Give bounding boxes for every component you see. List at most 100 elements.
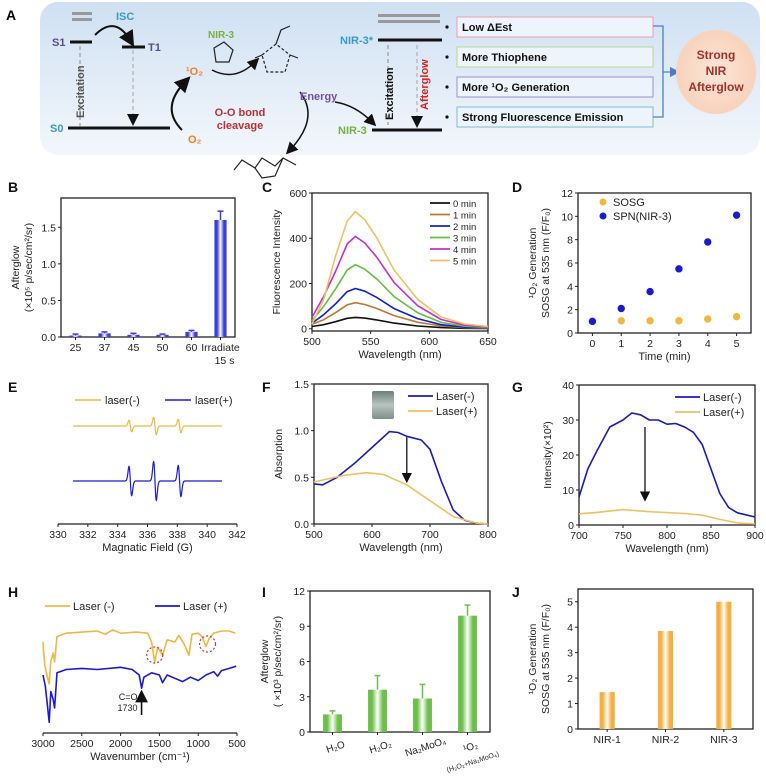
series-line: [311, 287, 489, 329]
oxygen-label: O₂: [188, 134, 202, 146]
y-axis-title: ¹O₂ Generation: [527, 624, 539, 695]
x-tick-label: 334: [109, 529, 127, 541]
legend-label: Laser(-): [703, 392, 742, 404]
y-tick-label: 0: [567, 328, 573, 340]
legend-label: Laser (-): [73, 601, 115, 613]
y-tick-label: 0.5: [41, 295, 56, 307]
y-tick-label: 1: [567, 699, 573, 711]
x-tick-label: NIR-2: [652, 734, 680, 746]
plot-frame: [578, 384, 756, 526]
data-point: [645, 316, 655, 326]
series-line: [313, 471, 489, 525]
y-tick-label: 0: [567, 724, 573, 736]
bullet: [445, 85, 449, 89]
bar: [599, 692, 615, 729]
x-tick-label: NIR-1: [593, 734, 621, 746]
x-tick-sublabel: 15 s: [215, 355, 235, 367]
y-tick-label: 10: [561, 211, 573, 223]
y-axis-title: Intensity(×10²): [542, 421, 554, 488]
excitation-label: Excitation: [75, 65, 87, 118]
series-line: [313, 430, 489, 525]
panel-label-b: B: [8, 179, 18, 195]
x-axis-title: Wavelength (nm): [358, 349, 441, 361]
panel-h: H 3000 2500 2000 1500 1000 500 Wavenumber (cm⁻¹…: [8, 584, 246, 763]
y-axis-title: (×10⁵ p/sec/cm²/sr): [23, 223, 35, 312]
x-axis-title: Magnatic Field (G): [102, 542, 192, 554]
bullet: [445, 55, 449, 59]
panel-label-i: I: [262, 584, 266, 600]
legend-label: Laser(+): [703, 407, 744, 419]
panel-label-c: C: [262, 179, 272, 195]
x-axis-title: Wavelength (nm): [359, 542, 442, 554]
y-tick-label: 30: [562, 415, 574, 427]
panel-label-a: A: [6, 7, 16, 23]
y-tick-label: 4: [567, 622, 573, 634]
data-point: [674, 316, 684, 326]
x-tick-label: 850: [702, 530, 720, 542]
y-tick-label: 0.5: [294, 472, 309, 484]
panel-e: E 330 332 334 336 338 340 342 Magnatic Field (G)…: [8, 379, 246, 554]
y-tick-label: 0: [301, 324, 307, 336]
x-tick-label: NIR-3: [710, 734, 738, 746]
x-tick-label: 500: [305, 529, 323, 541]
bar: [657, 631, 674, 729]
upper-level: [378, 20, 440, 23]
cleavage-arrow: [285, 91, 309, 155]
nir3-molecule-label: NIR-3: [208, 30, 235, 41]
x-tick-label: 1000: [187, 738, 211, 750]
x-tick-label: Na₂MoO₄: [404, 736, 448, 760]
legend-label: Laser(+): [436, 406, 477, 418]
reaction-arrow: [211, 57, 260, 76]
cleavage-product-structure-icon: [233, 157, 297, 179]
panel-c: C 500 550 600 650 Wavelength (nm) 0 200 400 600 Fl…: [262, 179, 497, 361]
upper-level: [378, 14, 440, 17]
data-point: [616, 304, 626, 313]
y-tick-label: 12: [561, 188, 573, 200]
x-axis-title: Time (min): [638, 351, 690, 363]
x-axis-title: Wavelength (nm): [625, 543, 708, 555]
legend-marker: [599, 198, 607, 206]
x-tick-sublabel: (H₂O₂+Na₂MoO₄): [446, 751, 500, 774]
bar: [368, 689, 387, 732]
x-tick-label: 2: [647, 338, 653, 350]
carbonyl-wavenumber: 1730: [118, 703, 138, 713]
y-axis-title: Afterglow: [259, 639, 271, 683]
panel-label-g: G: [512, 379, 523, 395]
series-line: [578, 508, 756, 525]
x-axis-title: Wavenumber (cm⁻¹): [90, 751, 190, 763]
panel-g: G 700 750 800 850 900 Wavelength (nm) 0 10 20 30 40…: [512, 379, 764, 555]
data-point: [732, 210, 741, 220]
legend-label: 4 min: [453, 245, 476, 256]
x-tick-label: 3000: [31, 738, 55, 750]
bracket-arrow: [653, 25, 675, 118]
data-point: [674, 264, 684, 274]
bar: [214, 219, 227, 337]
y-tick-label: 5: [567, 597, 573, 609]
result-line1: Strong: [697, 48, 736, 62]
y-tick-label: 1.0: [41, 259, 56, 271]
data-point: [732, 312, 741, 321]
y-axis-title: Fluorescence Intensity: [271, 209, 283, 315]
legend-label: SPN(NIR-3): [613, 211, 672, 223]
x-tick-label: 340: [198, 529, 216, 541]
y-tick-label: 4: [567, 281, 573, 293]
x-tick-label: 25: [70, 342, 82, 354]
x-tick-label: 4: [705, 338, 711, 350]
y-tick-label: 600: [289, 188, 307, 200]
feature-text: Low ΔEst: [462, 22, 512, 34]
feature-box: [456, 76, 654, 98]
energy-arrow: [334, 101, 377, 127]
panel-label-h: H: [8, 584, 18, 600]
y-axis-title: ¹O₂ Generation: [527, 228, 539, 299]
legend-label: Laser (+): [183, 601, 227, 613]
nir3-ground-label: NIR-3: [338, 125, 367, 137]
x-tick-label: 800: [479, 529, 497, 541]
panel-label-e: E: [8, 379, 17, 395]
series-line: [311, 210, 489, 328]
x-tick-label: 700: [570, 530, 588, 542]
singlet-oxygen-label: ¹O₂: [186, 66, 203, 78]
series-line: [42, 665, 237, 724]
vial-photo: [372, 391, 394, 419]
x-tick-label: 330: [49, 529, 67, 541]
bar: [98, 333, 111, 337]
